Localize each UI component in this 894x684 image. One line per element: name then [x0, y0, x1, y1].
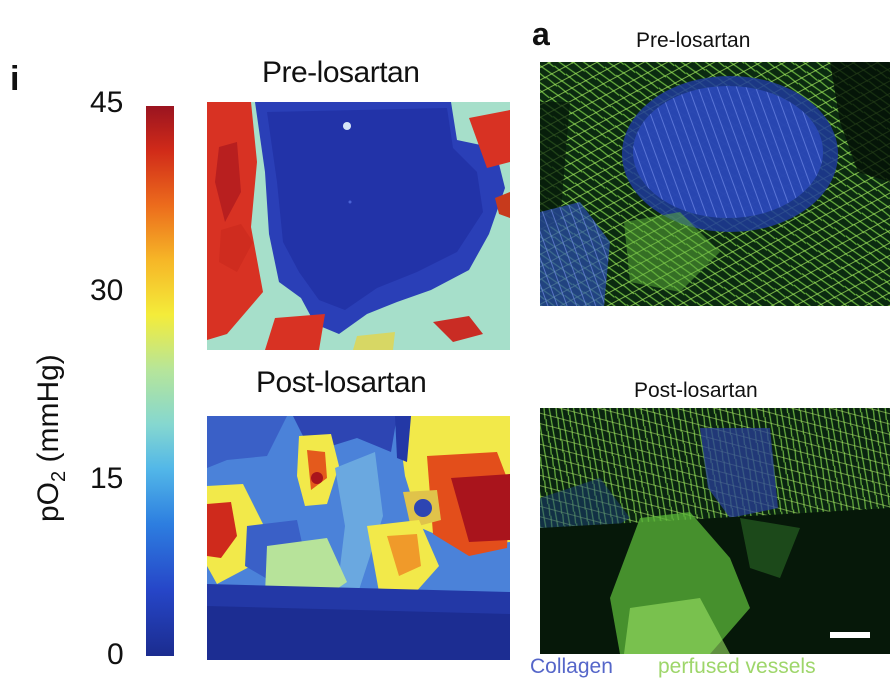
- post-losartan-title-left: Post-losartan: [256, 366, 427, 399]
- pre-losartan-po2-map-art: [207, 102, 510, 350]
- pre-losartan-po2-map: [207, 102, 510, 350]
- scale-bar: [830, 632, 870, 638]
- pre-losartan-title-right: Pre-losartan: [636, 29, 751, 52]
- legend-collagen: Collagen: [530, 655, 613, 678]
- colorbar-label-sub: 2: [48, 470, 70, 482]
- post-losartan-micrograph: [540, 408, 890, 654]
- legend-perfused-vessels: perfused vessels: [658, 655, 816, 678]
- colorbar-tick-15: 15: [90, 462, 124, 495]
- colorbar-label-main: pO: [32, 481, 65, 522]
- post-losartan-micrograph-art: [540, 408, 890, 654]
- colorbar-tick-30: 30: [90, 274, 124, 307]
- colorbar-label: pO2 (mmHg): [32, 354, 70, 522]
- panel-letter-i: i: [10, 60, 20, 98]
- colorbar: [146, 106, 174, 656]
- colorbar-tick-0: 0: [107, 638, 124, 671]
- post-losartan-title-right: Post-losartan: [634, 379, 758, 402]
- colorbar-tick-45: 45: [90, 86, 124, 119]
- post-losartan-po2-map: [207, 416, 510, 660]
- colorbar-label-unit: (mmHg): [32, 354, 65, 471]
- post-losartan-po2-map-art: [207, 416, 510, 660]
- pre-losartan-title-left: Pre-losartan: [262, 56, 420, 89]
- pre-losartan-micrograph: [540, 62, 890, 306]
- pre-losartan-micrograph-art: [540, 62, 890, 306]
- panel-letter-a: a: [532, 16, 550, 52]
